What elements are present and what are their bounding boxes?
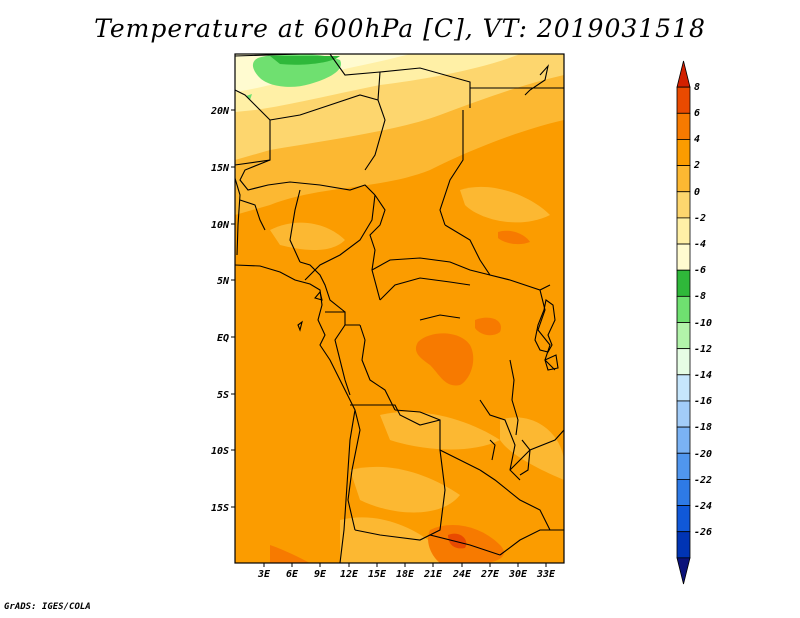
colorbar-segment bbox=[676, 217, 691, 245]
colorbar-arrow-bottom bbox=[676, 557, 691, 585]
colorbar-segment bbox=[676, 374, 691, 402]
lat-label: 15S bbox=[211, 503, 229, 514]
colorbar-segment bbox=[676, 348, 691, 376]
lon-label: 15E bbox=[368, 569, 387, 580]
lon-label: 21E bbox=[423, 569, 443, 580]
colorbar-label: 2 bbox=[693, 160, 700, 171]
colorbar-labels: 8 6 4 2 0 -2 -4 -6 -8 -10 -12 -14 -16 -1… bbox=[693, 82, 712, 538]
lon-label: 33E bbox=[536, 569, 556, 580]
colorbar-segment bbox=[676, 400, 691, 428]
lat-label: 5S bbox=[217, 390, 229, 401]
lon-label: 9E bbox=[314, 569, 327, 580]
colorbar-label: 0 bbox=[694, 187, 700, 198]
colorbar-label: 8 bbox=[694, 82, 700, 93]
lon-label: 3E bbox=[257, 569, 271, 580]
colorbar-label: -22 bbox=[694, 475, 712, 486]
coastline bbox=[235, 64, 559, 563]
latitude-axis bbox=[231, 109, 235, 508]
colorbar-label: -24 bbox=[694, 501, 712, 512]
lat-label: 10N bbox=[211, 220, 230, 231]
lon-label: 24E bbox=[452, 569, 472, 580]
longitude-axis bbox=[263, 563, 547, 567]
colorbar-segment bbox=[676, 86, 691, 114]
colorbar-segment bbox=[676, 112, 691, 140]
colorbar-label: -6 bbox=[694, 265, 706, 276]
lat-label: EQ bbox=[217, 333, 229, 344]
lon-label: 27E bbox=[480, 569, 500, 580]
lat-label: 20N bbox=[210, 106, 230, 117]
map-frame bbox=[234, 53, 565, 564]
colorbar-segment bbox=[676, 478, 691, 506]
colorbar-segment bbox=[676, 452, 691, 480]
colorbar-segment bbox=[676, 531, 691, 559]
colorbar-segment bbox=[676, 505, 691, 533]
lon-label: 6E bbox=[286, 569, 299, 580]
lon-label: 12E bbox=[340, 569, 359, 580]
colorbar-label: 6 bbox=[694, 108, 700, 119]
colorbar bbox=[676, 60, 691, 585]
temperature-field bbox=[235, 54, 564, 563]
lat-label: 5N bbox=[217, 276, 230, 287]
colorbar-label: -4 bbox=[694, 239, 706, 250]
colorbar-label: -14 bbox=[694, 370, 712, 381]
colorbar-label: -16 bbox=[694, 396, 712, 407]
longitude-labels: 3E 6E 9E 12E 15E 18E 21E 24E 27E 30E 33E bbox=[257, 569, 556, 580]
colorbar-segment bbox=[676, 322, 691, 350]
latitude-labels: 20N 15N 10N 5N EQ 5S 10S 15S bbox=[210, 106, 230, 514]
lon-label: 30E bbox=[508, 569, 528, 580]
colorbar-segment bbox=[676, 295, 691, 323]
colorbar-label: 4 bbox=[694, 134, 700, 145]
colorbar-label: -12 bbox=[694, 344, 712, 355]
grads-credit: GrADS: IGES/COLA bbox=[4, 602, 91, 612]
lon-label: 18E bbox=[396, 569, 415, 580]
colorbar-label: -20 bbox=[694, 449, 712, 460]
colorbar-segment bbox=[676, 426, 691, 454]
map-title: Temperature at 600hPa [C], VT: 201903151… bbox=[94, 14, 706, 43]
colorbar-label: -10 bbox=[694, 318, 712, 329]
colorbar-segment bbox=[676, 269, 691, 297]
colorbar-label: -2 bbox=[694, 213, 706, 224]
colorbar-segment bbox=[676, 139, 691, 166]
colorbar-label: -26 bbox=[694, 527, 712, 538]
colorbar-label: -18 bbox=[694, 422, 712, 433]
country-borders bbox=[235, 54, 564, 556]
colorbar-segment bbox=[676, 243, 691, 271]
colorbar-arrow-top bbox=[676, 60, 691, 88]
lat-label: 10S bbox=[211, 446, 229, 457]
colorbar-label: -8 bbox=[694, 291, 706, 302]
lat-label: 15N bbox=[211, 163, 230, 174]
colorbar-segment bbox=[676, 165, 691, 193]
colorbar-segment bbox=[676, 191, 691, 219]
